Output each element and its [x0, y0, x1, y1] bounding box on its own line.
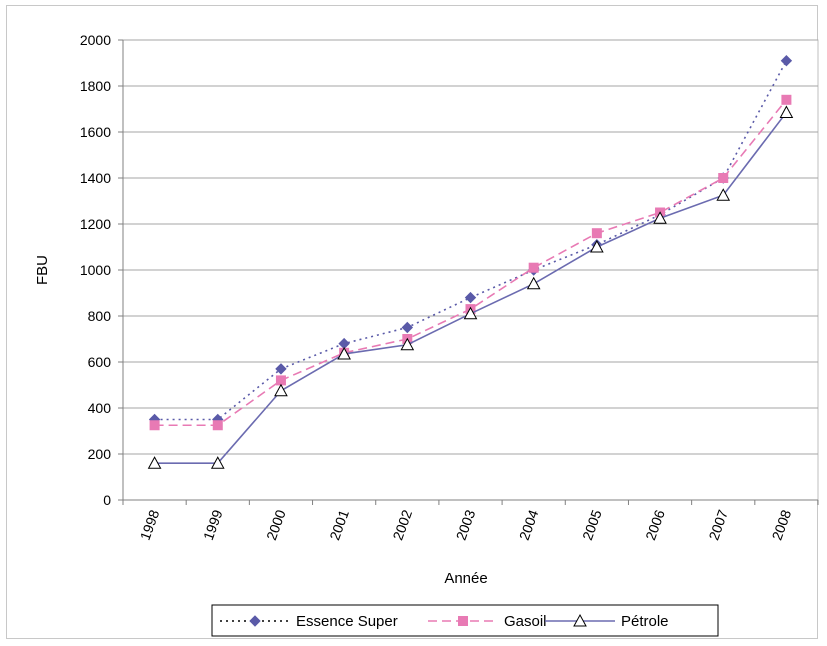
- y-tick-label: 1800: [80, 78, 111, 94]
- x-tick-label: 2001: [326, 507, 352, 542]
- y-tick-label: 1200: [80, 216, 111, 232]
- y-tick-label: 1600: [80, 124, 111, 140]
- y-axis-label: FBU: [34, 255, 51, 285]
- x-tick-label: 2002: [389, 507, 415, 542]
- y-tick-label: 1000: [80, 262, 111, 278]
- data-point: [718, 173, 729, 183]
- data-point: [401, 321, 414, 334]
- x-tick-label: 2003: [453, 507, 479, 542]
- data-point: [590, 239, 604, 253]
- legend: Essence Super Gasoil Pétrole: [211, 604, 719, 637]
- data-point: [526, 276, 541, 290]
- x-tick-label: 2005: [579, 507, 605, 542]
- gridlines: [123, 39, 818, 455]
- data-point: [210, 456, 225, 469]
- series-layer: [147, 54, 794, 469]
- data-point: [528, 262, 539, 273]
- legend-item: Pétrole: [545, 613, 669, 630]
- series-triangle: [147, 105, 794, 469]
- data-point: [653, 211, 667, 224]
- y-tick-label: 2000: [80, 32, 111, 48]
- x-tick-label: 2007: [705, 507, 731, 542]
- y-tick-label: 0: [103, 492, 111, 508]
- data-point: [716, 188, 731, 201]
- legend-label: Essence Super: [296, 613, 398, 630]
- x-tick-label: 1999: [200, 507, 226, 542]
- x-tick-label: 2000: [263, 507, 289, 542]
- legend-item: Essence Super: [220, 613, 398, 630]
- x-axis-label: Année: [444, 570, 487, 587]
- x-tick-label: 2008: [769, 507, 795, 542]
- data-point: [337, 346, 351, 360]
- legend-item: Gasoil: [428, 613, 547, 630]
- x-tick-label: 1998: [137, 507, 163, 542]
- legend-label: Gasoil: [504, 613, 547, 630]
- data-point: [779, 105, 794, 118]
- data-point: [147, 456, 162, 469]
- legend-marker: [573, 613, 587, 627]
- data-point: [400, 337, 415, 351]
- y-tick-label: 1400: [80, 170, 111, 186]
- x-tick-label: 2006: [642, 507, 668, 542]
- x-axis-ticks: 1998 1999 2000 2001 2002 2003 2004 2005 2006 2007…: [122, 500, 819, 542]
- data-point: [275, 375, 286, 386]
- data-point: [780, 54, 793, 67]
- legend-label: Pétrole: [621, 613, 669, 630]
- y-tick-label: 800: [88, 308, 112, 324]
- data-point: [591, 228, 602, 239]
- data-point: [212, 420, 223, 431]
- legend-marker: [458, 616, 468, 626]
- data-point: [464, 291, 477, 304]
- y-tick-label: 400: [88, 400, 112, 416]
- legend-marker: [249, 615, 261, 627]
- data-point: [274, 383, 288, 397]
- y-tick-label: 200: [88, 446, 112, 462]
- data-point: [781, 94, 792, 105]
- x-tick-label: 2004: [516, 507, 542, 542]
- y-tick-label: 600: [88, 354, 112, 370]
- y-axis-ticks: 0 200 400 600 800 1000 1200 1400 1600 1800 2000: [80, 32, 123, 508]
- data-point: [463, 306, 478, 320]
- data-point: [149, 420, 160, 431]
- data-point: [275, 363, 287, 375]
